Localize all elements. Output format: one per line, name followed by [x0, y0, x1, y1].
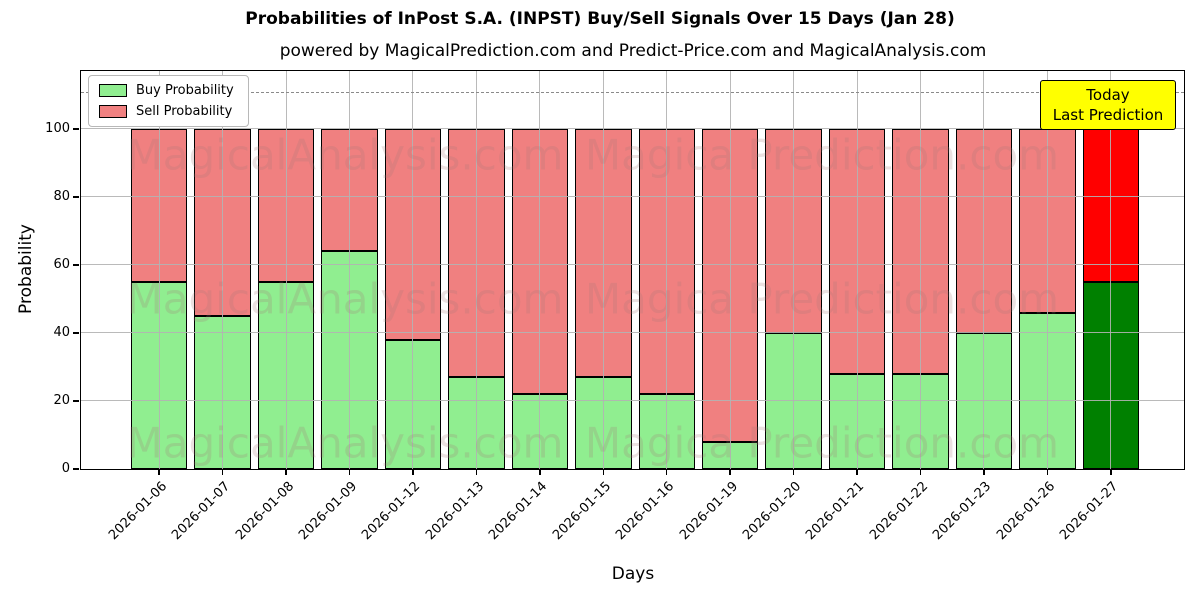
legend-sell-label: Sell Probability — [136, 104, 233, 119]
legend-item-buy: Buy Probability — [99, 83, 234, 98]
x-tick-label-2026-01-13: 2026-01-13 — [422, 479, 488, 544]
gridline-x-2026-01-09 — [349, 71, 351, 469]
bar-slot-2026-01-06: 2026-01-06 — [106, 71, 188, 543]
gridline-x-2026-01-13 — [475, 71, 477, 469]
gridline-x-2026-01-27 — [1110, 71, 1112, 469]
legend-item-sell: Sell Probability — [99, 104, 234, 119]
today-annotation-box: Today Last Prediction — [1040, 80, 1176, 130]
bars-layer: 2026-01-06 2026-01-07 2026-01-08 2026-01-09… — [81, 71, 1184, 543]
x-tick-mark-2026-01-16 — [665, 469, 668, 475]
bar-slot-2026-01-19: 2026-01-19 — [677, 71, 759, 543]
y-tick-mark-40 — [73, 332, 79, 334]
legend-buy-label: Buy Probability — [136, 83, 234, 98]
y-tick-label-0: 0 — [61, 461, 70, 476]
x-tick-mark-2026-01-22 — [919, 469, 922, 475]
bar-slot-2026-01-23: 2026-01-23 — [930, 71, 1013, 543]
gridline-x-2026-01-06 — [158, 71, 160, 469]
today-annotation-line2: Last Prediction — [1052, 106, 1164, 124]
gridline-x-2026-01-21 — [856, 71, 858, 469]
gridline-x-2026-01-07 — [222, 71, 224, 469]
x-tick-mark-2026-01-20 — [792, 469, 795, 475]
x-tick-label-2026-01-19: 2026-01-19 — [676, 479, 741, 544]
bar-slot-2026-01-14: 2026-01-14 — [486, 71, 569, 543]
x-tick-label-2026-01-16: 2026-01-16 — [613, 479, 678, 544]
gridline-x-2026-01-15 — [602, 71, 604, 469]
bar-slot-2026-01-20: 2026-01-20 — [740, 71, 822, 543]
gridline-x-2026-01-26 — [1046, 71, 1048, 469]
x-tick-mark-2026-01-09 — [348, 469, 351, 475]
x-tick-mark-2026-01-08 — [285, 469, 287, 475]
x-tick-label-2026-01-27: 2026-01-27 — [1057, 479, 1122, 544]
x-tick-label-2026-01-07: 2026-01-07 — [169, 479, 234, 544]
x-tick-label-2026-01-26: 2026-01-26 — [993, 479, 1058, 544]
gridline-x-2026-01-23 — [983, 71, 985, 469]
y-tick-mark-20 — [73, 400, 79, 402]
x-tick-mark-2026-01-12 — [412, 469, 414, 475]
bar-slot-2026-01-08: 2026-01-08 — [233, 71, 315, 543]
gridline-x-2026-01-12 — [412, 71, 414, 469]
x-tick-label-2026-01-23: 2026-01-23 — [930, 479, 995, 544]
bar-slot-2026-01-26: 2026-01-26 — [994, 71, 1076, 543]
x-tick-label-2026-01-06: 2026-01-06 — [105, 479, 170, 544]
sell-color-swatch — [99, 105, 127, 118]
bar-slot-2026-01-22: 2026-01-22 — [867, 71, 949, 543]
x-axis-label: Days — [611, 564, 655, 584]
buy-color-swatch — [99, 84, 127, 97]
y-tick-label-20: 20 — [53, 392, 70, 408]
bar-slot-2026-01-21: 2026-01-21 — [804, 71, 886, 543]
x-tick-mark-2026-01-27 — [1110, 469, 1112, 475]
bar-slot-2026-01-07: 2026-01-07 — [169, 71, 251, 543]
gridline-x-2026-01-16 — [666, 71, 668, 469]
y-tick-mark-60 — [73, 264, 79, 266]
gridline-x-2026-01-22 — [919, 71, 921, 469]
plot-area: 2026-01-06 2026-01-07 2026-01-08 2026-01-09… — [45, 70, 1185, 543]
bar-slot-2026-01-13: 2026-01-13 — [423, 71, 505, 543]
gridline-x-2026-01-08 — [285, 71, 287, 469]
x-tick-mark-2026-01-07 — [221, 469, 224, 475]
x-tick-label-2026-01-22: 2026-01-22 — [867, 479, 932, 544]
y-tick-label-40: 40 — [53, 324, 70, 340]
x-tick-label-2026-01-21: 2026-01-21 — [803, 479, 868, 544]
x-tick-mark-2026-01-14 — [539, 469, 541, 475]
bar-slot-2026-01-09: 2026-01-09 — [296, 71, 378, 543]
x-tick-label-2026-01-09: 2026-01-09 — [296, 479, 361, 544]
y-tick-mark-80 — [73, 196, 79, 198]
x-tick-mark-2026-01-13 — [475, 469, 478, 475]
bar-slot-2026-01-16: 2026-01-16 — [613, 71, 695, 543]
y-tick-mark-100 — [73, 128, 79, 130]
chart-title: Probabilities of InPost S.A. (INPST) Buy… — [245, 9, 955, 29]
x-tick-label-2026-01-08: 2026-01-08 — [232, 479, 297, 544]
y-tick-label-60: 60 — [53, 256, 70, 272]
chart-subtitle: powered by MagicalPrediction.com and Pre… — [279, 41, 987, 61]
x-tick-label-2026-01-12: 2026-01-12 — [359, 479, 424, 544]
gridline-y-60 — [81, 263, 1184, 265]
bar-slot-2026-01-15: 2026-01-15 — [550, 71, 632, 543]
x-tick-mark-2026-01-15 — [602, 469, 605, 475]
y-tick-mark-0 — [73, 468, 79, 470]
x-tick-mark-2026-01-26 — [1046, 469, 1049, 475]
y-tick-label-80: 80 — [53, 188, 70, 204]
legend: Buy Probability Sell Probability — [88, 75, 249, 127]
bar-slot-2026-01-12: 2026-01-12 — [360, 71, 442, 543]
x-tick-mark-2026-01-06 — [158, 469, 160, 475]
y-tick-label-100: 100 — [45, 120, 70, 136]
x-tick-label-2026-01-20: 2026-01-20 — [740, 479, 805, 544]
x-tick-mark-2026-01-19 — [729, 469, 731, 475]
dashed-reference-line — [81, 92, 1184, 94]
gridline-x-2026-01-19 — [729, 71, 731, 469]
gridline-y-40 — [81, 331, 1184, 333]
x-tick-mark-2026-01-21 — [856, 469, 858, 475]
gridline-y-100 — [81, 127, 1184, 129]
y-axis-label: Probability — [16, 224, 36, 314]
x-tick-label-2026-01-14: 2026-01-14 — [486, 479, 551, 544]
bar-slot-2026-01-27: 2026-01-27 — [1057, 71, 1139, 543]
gridline-y-20 — [81, 399, 1184, 401]
gridline-y-80 — [81, 195, 1184, 197]
today-annotation-line1: Today — [1086, 85, 1130, 104]
x-tick-mark-2026-01-23 — [983, 469, 985, 475]
gridline-x-2026-01-14 — [539, 71, 541, 469]
gridline-x-2026-01-20 — [793, 71, 795, 469]
x-tick-label-2026-01-15: 2026-01-15 — [549, 479, 614, 544]
